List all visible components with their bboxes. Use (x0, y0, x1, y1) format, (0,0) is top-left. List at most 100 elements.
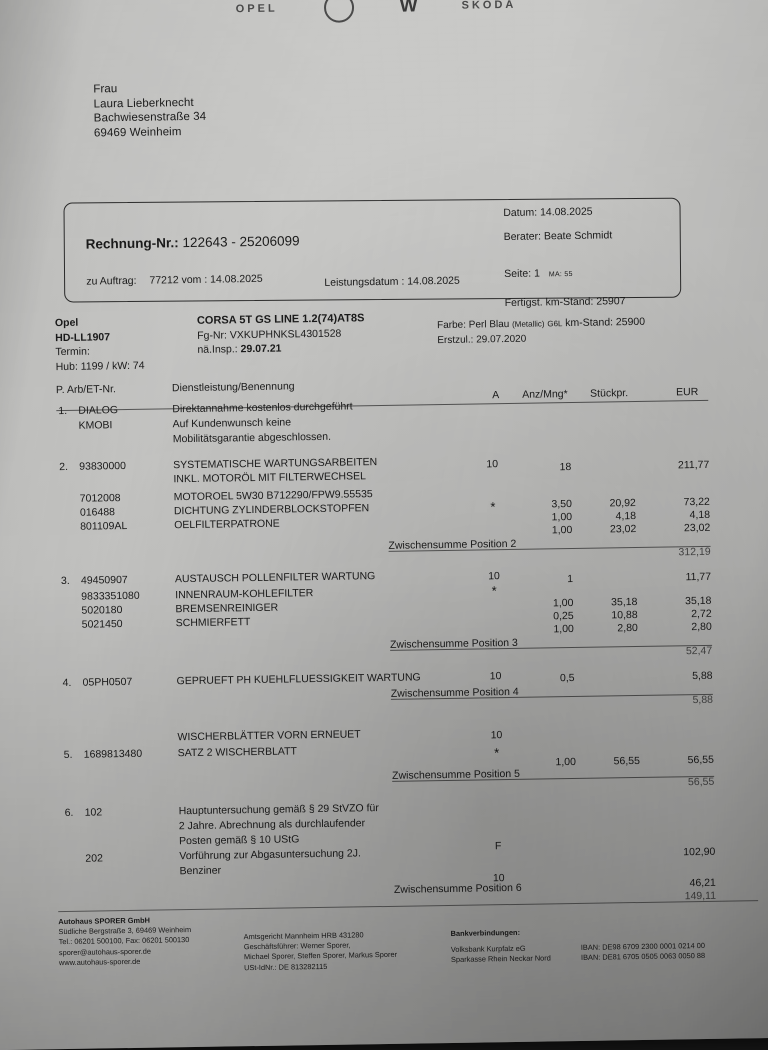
line-description: MOTOROEL 5W30 B712290/FPW9.55535 (173, 488, 373, 504)
page-value: 1 (533, 267, 540, 280)
vin-label: Fg-Nr: (197, 328, 228, 342)
footer-legal-block: Amtsgericht Mannheim HRB 431280 Geschäft… (244, 929, 445, 973)
line-flag: * (494, 745, 500, 761)
line-description: Direktannahme kostenlos durchgeführt (172, 400, 353, 416)
line-amount: 56,55 (687, 753, 714, 767)
table-row: 4. 05PH0507 GEPRUEFT PH KUEHLFLUESSIGKEI… (61, 667, 714, 721)
footer-bank-heading: Bankverbindungen: (450, 927, 521, 938)
part-number: 93830000 (79, 460, 127, 473)
line-description: Hauptuntersuchung gemäß § 29 StVZO für (178, 802, 379, 818)
part-number: 1689813480 (83, 747, 143, 761)
line-description: Vorführung zur Abgasuntersuchung 2J. (179, 847, 361, 863)
line-unit-price: 23,02 (609, 523, 637, 536)
vehicle-brand: Opel (54, 316, 79, 330)
service-date-value: 14.08.2025 (407, 274, 460, 288)
line-quantity: 1,00 (555, 755, 577, 769)
vin-value: VXKUPHNKSL4301528 (229, 327, 342, 341)
part-number: 102 (84, 806, 103, 819)
line-unit-price: 4,18 (615, 510, 637, 523)
line-flag: 10 (488, 570, 500, 583)
column-header-description: Dienstleistung/Benennung (171, 380, 295, 395)
line-quantity: 0,25 (553, 610, 574, 623)
line-quantity: 1,00 (551, 511, 573, 524)
line-amount: 73,22 (683, 495, 710, 509)
next-inspection-label: nä.Insp.: (197, 343, 238, 356)
next-inspection-value: 29.07.21 (240, 342, 282, 356)
advisor-value: Beate Schmidt (543, 229, 613, 243)
line-amount: 11,77 (685, 570, 712, 584)
position-number: 4. (62, 676, 72, 690)
advisor-row: Berater: Beate Schmidt (504, 229, 613, 243)
line-unit-price: 35,18 (611, 595, 638, 609)
vehicle-model-block: CORSA 5T GS LINE 1.2(74)AT8S Fg-Nr: VXKU… (197, 311, 365, 357)
line-quantity: 0,5 (559, 671, 575, 685)
color-code: G6L (547, 319, 563, 329)
vehicle-engine: Hub: 1199 / kW: 74 (55, 359, 145, 373)
line-description: SCHMIERFETT (175, 616, 251, 630)
invoice-date-label: Datum: (503, 206, 538, 220)
line-flag: * (491, 583, 497, 599)
subtotal-amount: 5,88 (692, 693, 714, 707)
vw-logo-icon: W (399, 0, 416, 17)
line-description: INKL. MOTORÖL MIT FILTERWECHSEL (173, 470, 367, 486)
page-number-row: Seite: 1 MA: 55 (504, 267, 573, 280)
line-description: INNENRAUM-KOHLEFILTER (175, 587, 314, 602)
photo-background: OPEL W SKODA Frau Laura Lieberknecht Bac… (0, 0, 768, 1024)
line-description: DICHTUNG ZYLINDERBLOCKSTOPFEN (173, 502, 370, 518)
opel-wordmark-logo: OPEL (235, 2, 278, 16)
odometer-label: km-Stand: (565, 316, 614, 330)
line-description: Benziner (179, 864, 222, 878)
bank-name: Sparkasse Rhein Neckar Nord (450, 953, 551, 965)
advisor-label: Berater: (503, 230, 542, 244)
line-description: Mobilitätsgarantie abgeschlossen. (172, 430, 332, 446)
part-number-secondary: 202 (85, 852, 104, 865)
invoice-number-label: Rechnung-Nr.: (85, 235, 179, 252)
line-description: 2 Jahre. Abrechnung als durchlaufender (178, 817, 366, 833)
part-number-secondary: KMOBI (78, 419, 113, 432)
line-description: SATZ 2 WISCHERBLATT (177, 745, 298, 760)
next-inspection-row: nä.Insp.: 29.07.21 (197, 340, 365, 357)
part-number: 5021450 (81, 618, 123, 631)
order-label: zu Auftrag: (86, 274, 137, 288)
part-number: 9833351080 (81, 589, 140, 603)
footer-company-name: Autohaus SPORER GmbH (58, 915, 151, 927)
line-quantity: 1 (567, 573, 574, 586)
line-description: OELFILTERPATRONE (174, 517, 280, 532)
recipient-city: 69469 Weinheim (93, 125, 182, 139)
vehicle-vin-row: Fg-Nr: VXKUPHNKSL4301528 (197, 326, 365, 343)
line-unit-price: 10,88 (611, 608, 638, 622)
part-number: DIALOG (78, 404, 119, 417)
subtotal-amount: 52,47 (685, 644, 713, 658)
order-value: 77212 vom : 14.08.2025 (149, 272, 263, 287)
part-number: 801109AL (80, 520, 128, 533)
line-description: GEPRUEFT PH KUEHLFLUESSIGKEIT WARTUNG (176, 671, 421, 688)
table-row: 3. 49450907 AUSTAUSCH POLLENFILTER WARTU… (59, 565, 712, 671)
invoice-number-value: 122643 - 25206099 (182, 233, 300, 251)
line-quantity: 3,50 (551, 498, 572, 511)
line-amount: 211,77 (677, 458, 710, 472)
position-number: 6. (64, 806, 74, 820)
line-description: Posten gemäß § 10 UStG (179, 833, 300, 848)
first-registration-label: Erstzul.: (437, 334, 474, 347)
line-flag: 10 (486, 458, 499, 471)
line-flag: F (494, 840, 502, 853)
line-amount-secondary: 46,21 (689, 876, 716, 890)
line-unit-price: 2,80 (617, 621, 638, 635)
line-amount: 2,72 (691, 607, 712, 621)
recipient-address-block: Frau Laura Lieberknecht Bachwiesenstraße… (93, 81, 206, 141)
line-description: AUSTAUSCH POLLENFILTER WARTUNG (174, 570, 376, 586)
line-amount: 102,90 (683, 845, 716, 859)
column-header-part: P. Arb/ET-Nr. (55, 383, 117, 397)
skoda-wordmark-logo: SKODA (461, 0, 517, 12)
footer-website[interactable]: www.autohaus-sporer.de (58, 956, 141, 967)
line-amount: 2,80 (691, 620, 712, 634)
line-flag: * (490, 499, 496, 515)
part-number: 016488 (79, 506, 116, 519)
service-date-row: Leistungsdatum : 14.08.2025 (324, 275, 460, 289)
table-row: 5. WISCHERBLÄTTER VORN ERNEUET 10 168981… (61, 723, 715, 797)
position-number: 3. (60, 574, 70, 588)
color-metallic: (Metallic) (512, 319, 545, 329)
first-registration-value: 29.07.2020 (476, 333, 527, 346)
finished-odometer-label: Fertigst. km-Stand: (504, 295, 594, 310)
